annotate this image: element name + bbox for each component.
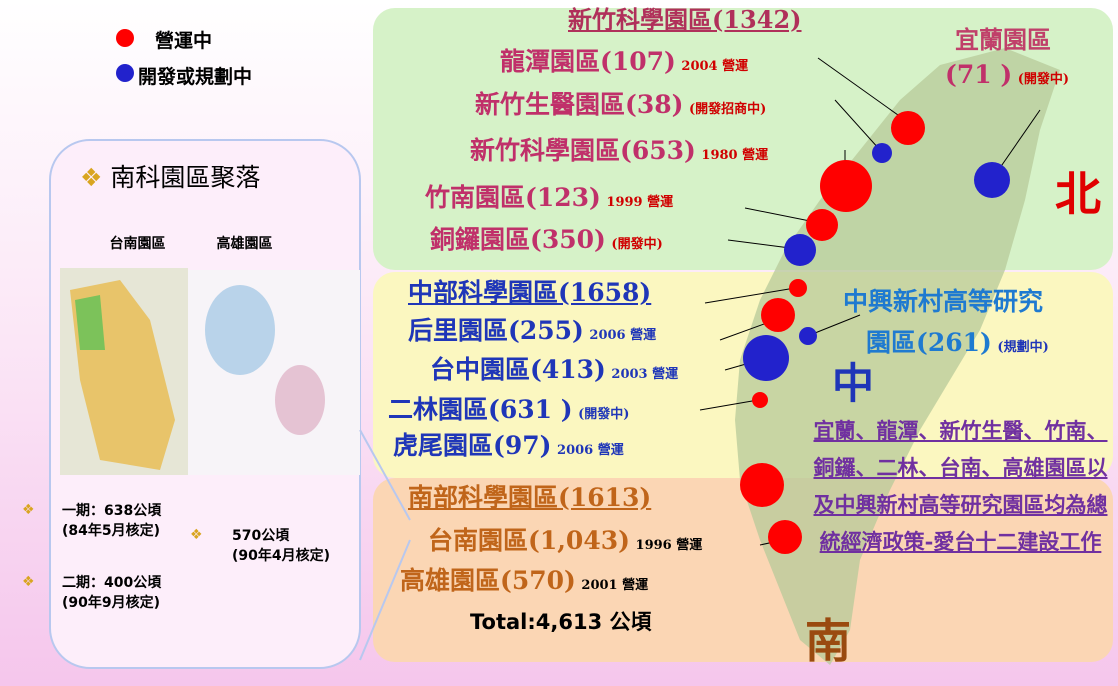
park-status: 1980 營運 <box>701 148 768 163</box>
note-line: 一期：638公頃 <box>62 500 161 520</box>
south-title: 南部科學園區(1613) <box>408 478 651 514</box>
park-name: 龍潭園區(107) <box>500 47 676 76</box>
park-name: 台南園區(1,043) <box>428 526 630 555</box>
park-name: 竹南園區(123) <box>425 183 601 212</box>
note-line: (90年9月核定) <box>62 592 161 612</box>
total-area: Total:4,613 公頃 <box>470 606 652 636</box>
park-status: (開發招商中) <box>689 102 766 117</box>
legend-label: 開發或規劃中 <box>138 62 252 89</box>
park-status: 2006 營運 <box>589 328 656 343</box>
park-name: 銅鑼園區(350) <box>430 225 606 254</box>
bullet: ❖ <box>80 163 110 192</box>
note-line: (90年4月核定) <box>232 545 352 565</box>
region-label: 南 <box>805 605 851 671</box>
park-status: (開發中) <box>1018 72 1069 87</box>
central-title: 中部科學園區(1658) <box>408 273 651 309</box>
note-line: 570公頃 <box>232 525 352 545</box>
park-name: 高雄園區(570) <box>400 566 576 595</box>
tainan-green <box>75 295 105 350</box>
slide: 營運中 開發或規劃中 ❖ 南科園區聚落 台南園區 高雄園區 ❖ 一期：638公頃… <box>0 0 1118 686</box>
park-name: 新竹生醫園區(38) <box>475 90 683 119</box>
park-name: 台中園區(413) <box>430 355 606 384</box>
park-status: 1996 營運 <box>636 538 703 553</box>
policy-note: 宜蘭、龍潭、新竹生醫、竹南、銅鑼、二林、台南、高雄園區以及中興新村高等研究園區均… <box>808 412 1113 560</box>
region-label: 北 <box>1055 158 1101 224</box>
park-status: (開發中) <box>611 237 662 252</box>
park-status: 1999 營運 <box>606 195 673 210</box>
kaohsiung-zone2 <box>275 365 325 435</box>
park-name: 中興新村高等研究 <box>843 282 1043 318</box>
park-name: 后里園區(255) <box>408 316 584 345</box>
park-name: 二林園區(631 ) <box>388 395 573 424</box>
park-status: 2003 營運 <box>611 367 678 382</box>
park-name: 宜蘭園區 <box>955 20 1051 55</box>
park-status: (開發中) <box>578 407 629 422</box>
park-area: (71 ) <box>945 60 1012 89</box>
park-status: 2006 營運 <box>557 443 624 458</box>
park-name: 虎尾園區(97) <box>393 431 551 460</box>
north-title: 新竹科學園區(1342) <box>568 0 802 35</box>
region-label: 中 <box>832 350 874 411</box>
note-line: (84年5月核定) <box>62 520 161 540</box>
park-name: 園區(261) <box>866 328 992 357</box>
park-name: 新竹科學園區(653) <box>470 136 696 165</box>
map-label: 台南園區 <box>105 233 170 268</box>
note-line: 二期：400公頃 <box>62 572 161 592</box>
map-label: 高雄園區 <box>212 233 277 270</box>
park-status: 2001 營運 <box>581 578 648 593</box>
park-status: 2004 營運 <box>681 59 748 74</box>
park-status: (規劃中) <box>997 340 1048 355</box>
cluster-title: 南科園區聚落 <box>110 163 260 192</box>
legend-label: 營運中 <box>155 26 212 53</box>
kaohsiung-zone <box>205 285 275 375</box>
